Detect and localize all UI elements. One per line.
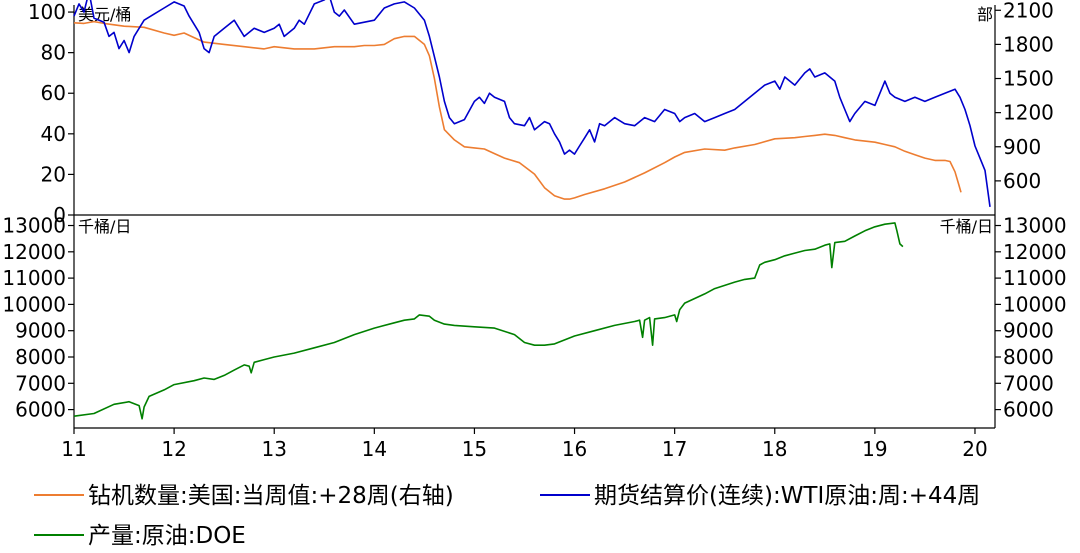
x-tick-label-11: 11 (61, 437, 86, 461)
x-tick-label-19: 19 (862, 437, 887, 461)
top-right-tick-label-1800: 1800 (1003, 32, 1054, 56)
top-left-unit-label: 美元/桶 (78, 5, 131, 24)
bottom-right-tick-label-11000: 11000 (1003, 266, 1067, 290)
x-tick-label-15: 15 (462, 437, 487, 461)
legend-label-production: 产量:原油:DOE (88, 523, 246, 549)
top-left-tick-label-40: 40 (41, 122, 66, 146)
bottom-right-unit-label: 千桶/日 (940, 217, 993, 236)
bottom-right-tick-label-7000: 7000 (1003, 371, 1054, 395)
top-left-tick-label-20: 20 (41, 162, 66, 186)
bottom-right-tick-label-8000: 8000 (1003, 345, 1054, 369)
bottom-left-tick-label-12000: 12000 (2, 240, 66, 264)
top-left-tick-label-100: 100 (28, 0, 66, 24)
bottom-left-tick-label-8000: 8000 (15, 345, 66, 369)
top-left-tick-label-60: 60 (41, 81, 66, 105)
x-tick-label-12: 12 (161, 437, 186, 461)
series-line-wti-price (73, 0, 991, 208)
legend: 钻机数量:美国:当周值:+28周(右轴) 期货结算价(连续):WTI原油:周:+… (34, 483, 980, 549)
bottom-left-tick-label-9000: 9000 (15, 319, 66, 343)
bottom-right-tick-label-10000: 10000 (1003, 292, 1067, 316)
bottom-left-tick-label-7000: 7000 (15, 371, 66, 395)
top-right-tick-label-1200: 1200 (1003, 101, 1054, 125)
bottom-right-tick-label-6000: 6000 (1003, 398, 1054, 422)
series-line-crude-production (73, 222, 904, 420)
top-right-tick-label-2100: 2100 (1003, 0, 1054, 22)
series-line-rig-count (73, 20, 962, 200)
x-tick-label-20: 20 (962, 437, 987, 461)
x-tick-label-17: 17 (662, 437, 687, 461)
series-layer (73, 0, 991, 420)
bottom-right-tick-label-9000: 9000 (1003, 319, 1054, 343)
x-tick-label-16: 16 (562, 437, 587, 461)
bottom-left-tick-label-10000: 10000 (2, 292, 66, 316)
x-tick-label-13: 13 (261, 437, 286, 461)
bottom-left-tick-label-11000: 11000 (2, 266, 66, 290)
legend-label-rigs: 钻机数量:美国:当周值:+28周(右轴) (88, 483, 454, 509)
bottom-left-tick-label-13000: 13000 (2, 214, 66, 238)
bottom-right-tick-label-13000: 13000 (1003, 214, 1067, 238)
bottom-left-unit-label: 千桶/日 (78, 217, 131, 236)
legend-label-wti: 期货结算价(连续):WTI原油:周:+44周 (594, 483, 980, 509)
top-left-tick-label-80: 80 (41, 41, 66, 65)
top-right-tick-label-1500: 1500 (1003, 67, 1054, 91)
x-tick-label-14: 14 (362, 437, 387, 461)
top-right-unit-label: 部 (977, 5, 993, 24)
top-left-tick-label-0: 0 (53, 203, 66, 227)
bottom-left-tick-label-6000: 6000 (15, 398, 66, 422)
x-tick-label-18: 18 (762, 437, 787, 461)
top-right-tick-label-600: 600 (1003, 169, 1041, 193)
ticks-layer: 0 20 40 60 80 100 600 900 1200 1500 1800 2100 6000 70… (2, 0, 1066, 461)
bottom-right-tick-label-12000: 12000 (1003, 240, 1067, 264)
top-right-tick-label-900: 900 (1003, 135, 1041, 159)
